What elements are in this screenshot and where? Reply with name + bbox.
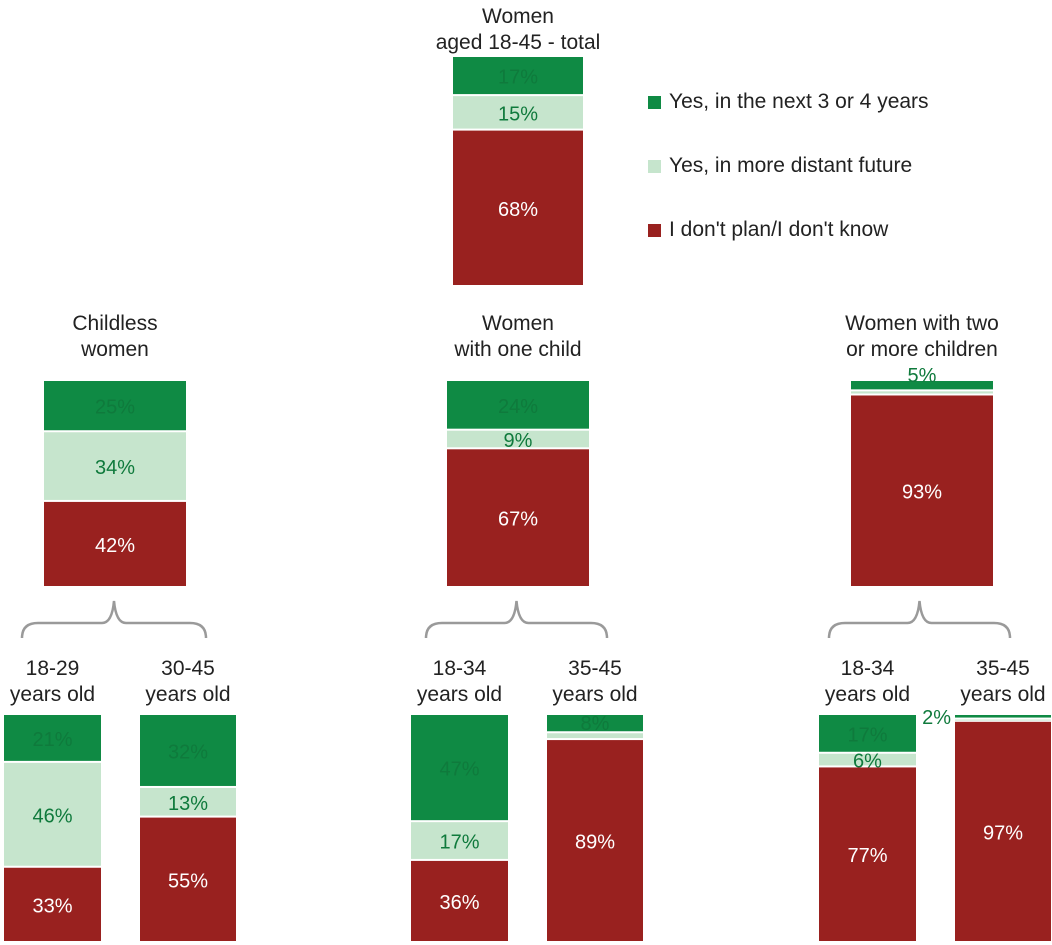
bar-segment-two-plus-18-34-later [819, 753, 916, 766]
bracket-two-plus [827, 600, 1012, 639]
bar-segment-one-child-35-45-none [547, 740, 643, 941]
bar-segment-one-child-18-34-soon [411, 715, 508, 821]
group-title-one-child-35-45-line-1: 35-45 [568, 657, 622, 680]
legend-label-none: I don't plan/I don't know [669, 218, 889, 241]
group-title-childless-line-2: women [80, 338, 149, 361]
data-label-one-child-none: 67% [498, 509, 538, 531]
data-label-one-child-18-34-later: 17% [439, 832, 479, 854]
data-label-two-plus-18-34-none: 77% [847, 845, 887, 867]
bar-segment-two-plus-18-34-none [819, 767, 916, 941]
bar-segment-one-child-18-34-none [411, 860, 508, 941]
bar-segment-one-child-18-34-later [411, 822, 508, 859]
legend: Yes, in the next 3 or 4 years Yes, in mo… [648, 70, 1028, 262]
legend-swatch-soon [648, 95, 661, 109]
bar-segment-childless-30-45-none [140, 817, 236, 941]
legend-item-none: I don't plan/I don't know [648, 198, 1028, 262]
bar-segment-one-child-none [447, 449, 589, 586]
data-label-childless-30-45-soon: 32% [168, 741, 208, 763]
data-label-two-plus-none: 93% [902, 482, 942, 504]
data-label-one-child-soon: 24% [498, 396, 538, 418]
group-title-two-plus-line-2: or more children [846, 338, 998, 361]
bar-segment-childless-18-29-none [4, 867, 101, 941]
group-title-childless-18-29-line-1: 18-29 [26, 657, 80, 680]
data-label-two-plus-35-45-none: 97% [983, 822, 1023, 844]
legend-item-soon: Yes, in the next 3 or 4 years [648, 70, 1028, 134]
group-title-two-plus-35-45-line-1: 35-45 [976, 657, 1030, 680]
bar-segment-total-soon [453, 57, 583, 95]
bar-segment-two-plus-35-45-soon [955, 715, 1051, 718]
group-title-childless-30-45-line-1: 30-45 [161, 657, 215, 680]
data-label-childless-18-29-soon: 21% [32, 729, 72, 751]
bar-segment-one-child-later [447, 430, 589, 448]
data-label-one-child-35-45-none: 89% [575, 832, 615, 854]
group-title-two-plus-18-34-line-2: years old [825, 683, 910, 706]
bar-segment-one-child-35-45-later [547, 733, 643, 739]
data-label-one-child-18-34-soon: 47% [439, 759, 479, 781]
bar-segment-childless-18-29-later [4, 762, 101, 866]
data-label-total-soon: 17% [498, 67, 538, 89]
data-label-total-none: 68% [498, 199, 538, 221]
bar-segment-childless-30-45-later [140, 787, 236, 816]
data-label-two-plus-soon: 5% [908, 365, 937, 387]
data-label-childless-later: 34% [95, 457, 135, 479]
data-label-childless-30-45-none: 55% [168, 870, 208, 892]
data-label-childless-18-29-later: 46% [32, 805, 72, 827]
bar-segment-two-plus-18-34-soon [819, 715, 916, 752]
data-label-one-child-later: 9% [504, 430, 533, 452]
legend-swatch-later [648, 159, 661, 173]
data-label-one-child-18-34-none: 36% [439, 892, 479, 914]
group-title-two-plus-35-45-line-2: years old [960, 683, 1045, 706]
data-label-total-later: 15% [498, 103, 538, 125]
bar-segment-childless-soon [44, 381, 186, 431]
bar-segment-childless-later [44, 432, 186, 500]
bar-segment-total-none [453, 130, 583, 285]
group-title-one-child-18-34-line-1: 18-34 [433, 657, 487, 680]
bar-segment-two-plus-none [851, 395, 993, 586]
group-title-childless-line-1: Childless [72, 312, 157, 335]
legend-swatch-none [648, 223, 661, 237]
legend-label-soon: Yes, in the next 3 or 4 years [669, 90, 929, 113]
data-label-two-plus-18-34-soon: 17% [847, 724, 887, 746]
legend-item-later: Yes, in more distant future [648, 134, 1028, 198]
bracket-one-child [424, 600, 609, 639]
group-title-childless-18-29-line-2: years old [10, 683, 95, 706]
legend-label-later: Yes, in more distant future [669, 154, 913, 177]
bar-segment-two-plus-35-45-none [955, 721, 1051, 941]
bar-segment-childless-none [44, 501, 186, 586]
bar-segment-childless-18-29-soon [4, 715, 101, 761]
group-title-one-child-line-2: with one child [453, 338, 581, 361]
data-label-childless-none: 42% [95, 535, 135, 557]
group-title-two-plus-18-34-line-1: 18-34 [841, 657, 895, 680]
bracket-childless [20, 600, 208, 639]
bar-segment-childless-30-45-soon [140, 715, 236, 786]
bar-segment-total-later [453, 96, 583, 129]
group-title-one-child-35-45-line-2: years old [552, 683, 637, 706]
group-title-two-plus-line-1: Women with two [845, 312, 999, 335]
bar-segment-two-plus-later [851, 391, 993, 394]
data-label-two-plus-18-34-later: 6% [853, 751, 882, 773]
data-label-childless-30-45-later: 13% [168, 793, 208, 815]
data-label-two-plus-35-45-soon: 2% [922, 707, 951, 729]
bar-segment-two-plus-soon [851, 381, 993, 390]
group-title-one-child-line-1: Women [482, 312, 554, 335]
data-label-one-child-35-45-soon: 8% [581, 713, 610, 735]
group-title-total-line-1: Women [482, 5, 554, 28]
group-title-total-line-2: aged 18-45 - total [436, 31, 601, 54]
bar-segment-one-child-soon [447, 381, 589, 429]
bar-segment-two-plus-35-45-later [955, 719, 1051, 721]
bar-segment-one-child-35-45-soon [547, 715, 643, 732]
data-label-childless-18-29-none: 33% [32, 895, 72, 917]
group-title-one-child-18-34-line-2: years old [417, 683, 502, 706]
group-title-childless-30-45-line-2: years old [145, 683, 230, 706]
data-label-childless-soon: 25% [95, 397, 135, 419]
